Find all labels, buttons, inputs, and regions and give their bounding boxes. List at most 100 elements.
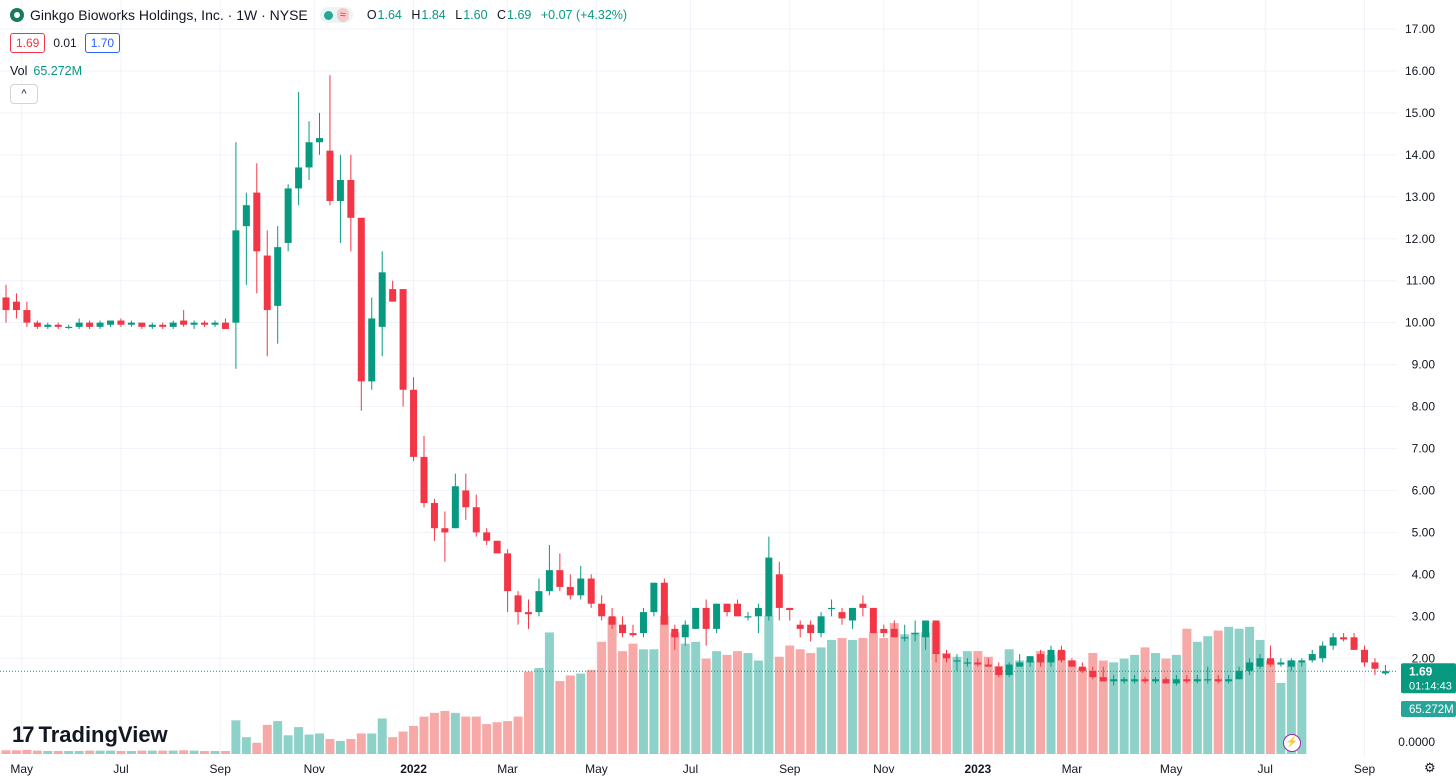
candle-body bbox=[253, 192, 261, 252]
volume-bar bbox=[712, 651, 722, 754]
x-tick-label: 2022 bbox=[400, 762, 427, 776]
volume-bar bbox=[419, 716, 429, 754]
volume-bar bbox=[628, 643, 638, 754]
candle-body bbox=[692, 607, 700, 629]
candle-body bbox=[828, 607, 836, 610]
volume-bar bbox=[1171, 654, 1181, 754]
tradingview-logo[interactable]: 17 TradingView bbox=[12, 722, 168, 748]
volume-bar bbox=[492, 722, 502, 754]
x-tick-label: Jul bbox=[683, 762, 698, 776]
candle-body bbox=[295, 167, 303, 189]
volume-bar bbox=[816, 647, 826, 754]
volume-bar bbox=[85, 750, 95, 754]
candle-body bbox=[1068, 660, 1076, 667]
volume-bar bbox=[565, 675, 575, 754]
gear-icon[interactable]: ⚙ bbox=[1424, 760, 1436, 775]
candle-body bbox=[75, 322, 83, 327]
volume-bar bbox=[210, 751, 220, 754]
volume-bar bbox=[158, 750, 168, 754]
volume-bar bbox=[1213, 630, 1223, 754]
candle-body bbox=[96, 322, 104, 327]
collapse-legend-button[interactable]: ^ bbox=[10, 84, 38, 104]
x-tick-label: May bbox=[585, 762, 608, 776]
volume-bar bbox=[461, 716, 471, 754]
volume-bar bbox=[252, 742, 262, 754]
volume-bar bbox=[962, 651, 972, 754]
volume-bar bbox=[398, 731, 408, 754]
volume-bar bbox=[576, 673, 586, 754]
close-label: C bbox=[497, 8, 507, 22]
candle-body bbox=[472, 507, 480, 533]
volume-bar bbox=[137, 750, 147, 754]
candle-body bbox=[1047, 649, 1055, 663]
x-tick-label: Jul bbox=[1258, 762, 1273, 776]
candle-body bbox=[681, 624, 689, 638]
y-tick-label: 0.0000 bbox=[1398, 735, 1435, 749]
volume-bar bbox=[733, 651, 742, 754]
market-status-pill[interactable]: ≈ bbox=[319, 7, 353, 23]
ask-button[interactable]: 1.70 bbox=[84, 33, 121, 53]
candle-body bbox=[702, 607, 710, 629]
volume-bar bbox=[1234, 628, 1244, 754]
candle-body bbox=[1298, 660, 1306, 663]
candle-body bbox=[984, 664, 992, 667]
candle-body bbox=[336, 180, 344, 201]
y-tick-label: 6.00 bbox=[1412, 483, 1436, 497]
volume-bar bbox=[1025, 660, 1035, 754]
x-tick-label: May bbox=[10, 762, 33, 776]
volume-bar bbox=[1098, 660, 1108, 754]
bid-button[interactable]: 1.69 bbox=[10, 33, 46, 53]
volume-bar bbox=[597, 641, 607, 754]
open-label: O bbox=[366, 8, 377, 22]
volume-bar bbox=[1015, 660, 1025, 754]
y-tick-label: 16.00 bbox=[1405, 64, 1435, 78]
volume-bar bbox=[1245, 626, 1255, 754]
ohlc-values: O1.64 H1.84 L1.60 C1.69 +0.07 (+4.32%) bbox=[367, 8, 633, 22]
candle-body bbox=[577, 578, 585, 596]
candle-body bbox=[1361, 649, 1368, 663]
lightning-icon[interactable]: ⚡ bbox=[1283, 734, 1301, 752]
volume-bar bbox=[1161, 658, 1171, 754]
volume-bar bbox=[931, 623, 941, 754]
volume-bar bbox=[1203, 636, 1213, 754]
symbol-title[interactable]: Ginkgo Bioworks Holdings, Inc. · 1W · NY… bbox=[30, 7, 308, 23]
candle-body bbox=[880, 628, 888, 634]
candle-body bbox=[1246, 662, 1254, 671]
candle-body bbox=[1350, 637, 1358, 650]
candle-body bbox=[859, 603, 867, 608]
volume-bar bbox=[973, 651, 983, 754]
candle-body bbox=[765, 557, 773, 617]
candle-body bbox=[1256, 658, 1264, 667]
candle-body bbox=[566, 586, 574, 596]
low-label: L bbox=[455, 8, 463, 22]
candle-body bbox=[629, 633, 637, 636]
candle-body bbox=[723, 603, 731, 613]
candle-body bbox=[713, 603, 721, 629]
candle-body bbox=[660, 582, 668, 625]
volume-bar bbox=[64, 751, 74, 754]
volume-bar bbox=[304, 734, 314, 754]
candle-body bbox=[1099, 677, 1107, 682]
candle-body bbox=[263, 255, 271, 311]
volume-bar bbox=[774, 656, 784, 754]
candle-body bbox=[1319, 645, 1327, 659]
candle-body bbox=[650, 582, 658, 613]
candle-body bbox=[671, 628, 679, 638]
candle-body bbox=[1078, 666, 1086, 671]
candle-body bbox=[1266, 658, 1274, 665]
volume-bar bbox=[1276, 682, 1286, 754]
candle-body bbox=[1193, 679, 1201, 682]
candle-body bbox=[420, 456, 428, 504]
volume-bar bbox=[377, 718, 387, 754]
candle-body bbox=[232, 230, 240, 323]
candle-body bbox=[754, 607, 762, 617]
volume-bar bbox=[409, 725, 419, 754]
candle-body bbox=[201, 322, 209, 325]
volume-label[interactable]: Vol bbox=[10, 64, 28, 78]
volume-bar bbox=[847, 639, 857, 754]
volume-bar bbox=[179, 750, 189, 754]
candle-body bbox=[159, 324, 167, 327]
candle-body bbox=[1235, 670, 1243, 680]
wave-icon: ≈ bbox=[336, 8, 349, 22]
